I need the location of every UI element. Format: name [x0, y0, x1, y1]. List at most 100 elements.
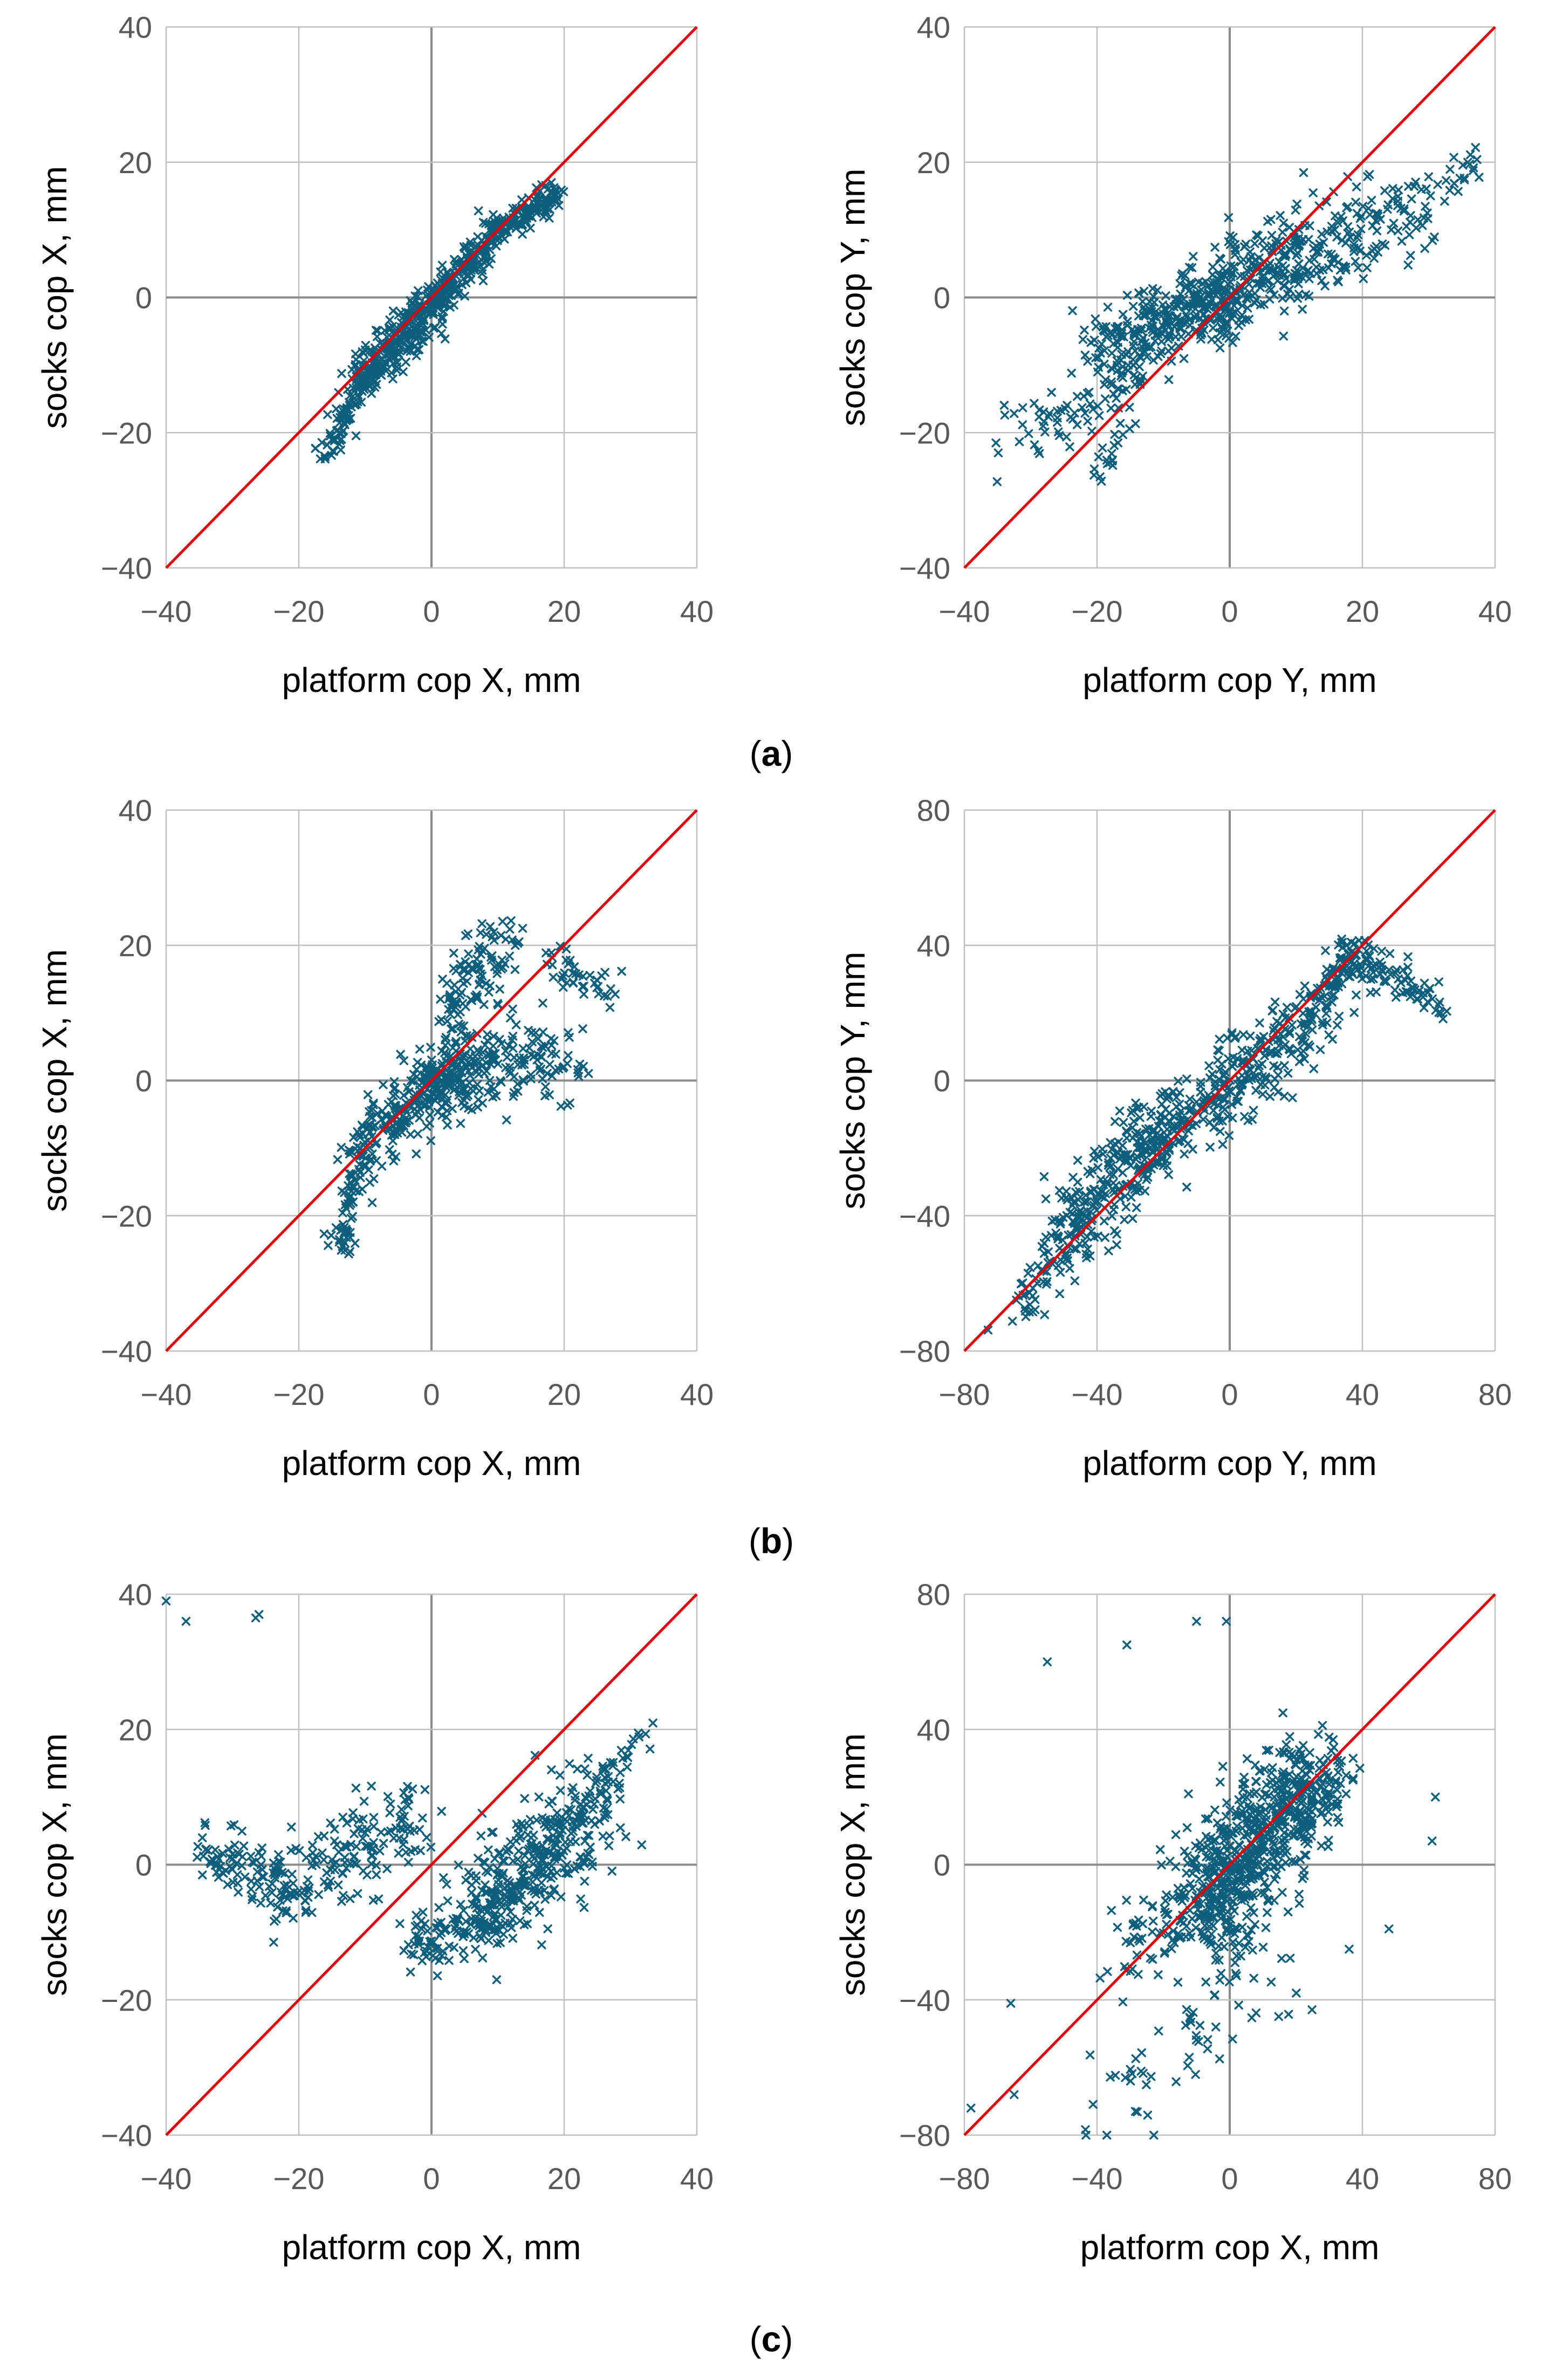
data-point [1214, 275, 1223, 284]
data-point [335, 1235, 344, 1244]
data-point [1184, 2053, 1194, 2062]
data-point [1119, 1118, 1128, 1127]
data-point [1173, 1978, 1183, 1987]
data-point [1435, 998, 1444, 1007]
data-point [418, 1813, 427, 1823]
data-point [409, 1939, 419, 1949]
data-point [1337, 1757, 1346, 1766]
data-point [1348, 1775, 1358, 1785]
data-point [1206, 1940, 1216, 1949]
data-point [477, 265, 487, 275]
data-point [1273, 1789, 1283, 1798]
data-point [387, 346, 396, 355]
data-point [599, 1803, 608, 1813]
data-point [1351, 257, 1360, 266]
data-point [1028, 1284, 1038, 1293]
data-point [1056, 1217, 1065, 1226]
data-point [551, 1050, 560, 1059]
data-point [496, 1078, 506, 1087]
data-point [269, 1858, 278, 1868]
data-point [1191, 1119, 1201, 1128]
data-point [582, 1800, 591, 1809]
data-point [456, 959, 465, 969]
data-point [268, 1879, 277, 1889]
data-point [456, 1027, 465, 1037]
data-point [1147, 307, 1156, 316]
data-point [301, 1853, 311, 1862]
data-point [471, 1900, 480, 1909]
data-point [1342, 954, 1352, 963]
data-point [1110, 430, 1119, 439]
data-point [1269, 1061, 1278, 1071]
data-point [1205, 1073, 1215, 1082]
data-point [1039, 1277, 1048, 1286]
data-point [198, 1833, 207, 1842]
data-point [452, 1064, 461, 1073]
data-point [341, 1203, 351, 1212]
data-point [508, 1004, 517, 1014]
data-point [1333, 1785, 1342, 1794]
data-point [379, 1080, 388, 1089]
data-point [584, 1754, 593, 1763]
data-point [426, 1042, 435, 1052]
data-point [1313, 248, 1323, 257]
data-point [1292, 1772, 1301, 1781]
x-tick-label: 40 [1478, 594, 1512, 628]
data-point [1389, 218, 1399, 228]
data-point [1258, 1089, 1267, 1099]
data-point [481, 1040, 490, 1050]
data-point [1403, 952, 1413, 962]
data-point [1262, 1746, 1271, 1755]
data-point [1107, 449, 1116, 458]
data-point [289, 1878, 298, 1888]
data-point [1213, 1850, 1222, 1860]
data-point [1290, 269, 1300, 278]
identity-line [165, 1593, 698, 2136]
data-point [1317, 1841, 1326, 1850]
data-point [542, 1862, 552, 1871]
y-axis-title: socks cop X, mm [35, 949, 74, 1212]
data-point [1000, 410, 1010, 420]
x-axis-title: platform cop Y, mm [1082, 1444, 1376, 1483]
data-point [1079, 1197, 1089, 1206]
data-point [564, 1028, 573, 1037]
data-point [1348, 970, 1358, 979]
data-point [1219, 1095, 1229, 1105]
y-tick-label: 20 [119, 1713, 152, 1747]
data-point [1348, 1754, 1358, 1763]
data-point [1216, 1127, 1225, 1136]
data-point [1300, 1054, 1309, 1064]
data-point [1268, 266, 1277, 275]
data-point [435, 1956, 444, 1965]
data-point [1104, 1246, 1113, 1256]
data-point [1315, 1782, 1325, 1792]
y-tick-label: 20 [119, 929, 152, 963]
data-point [287, 1822, 296, 1832]
data-point [1392, 965, 1401, 975]
data-point [520, 212, 530, 222]
data-point [359, 1796, 369, 1806]
data-point [1475, 173, 1484, 182]
data-point [545, 214, 554, 223]
data-point [400, 1812, 409, 1821]
data-point [1208, 1069, 1217, 1079]
data-point [541, 1815, 551, 1824]
data-point [441, 300, 450, 310]
data-point [1108, 461, 1118, 470]
data-point [473, 1045, 482, 1054]
data-point [535, 1908, 544, 1917]
y-tick-label: 40 [917, 10, 950, 44]
data-point [1243, 303, 1252, 313]
data-point [1114, 385, 1123, 394]
data-point [1367, 963, 1376, 972]
data-point [382, 1112, 392, 1121]
data-point [363, 1842, 372, 1851]
data-point [1321, 1790, 1330, 1799]
data-point [1232, 1971, 1241, 1980]
data-point [1175, 1136, 1184, 1146]
data-point [1301, 1850, 1311, 1860]
data-point [1321, 1009, 1331, 1018]
data-point [1243, 1116, 1253, 1125]
data-point [1097, 339, 1106, 348]
data-point [241, 1873, 250, 1882]
